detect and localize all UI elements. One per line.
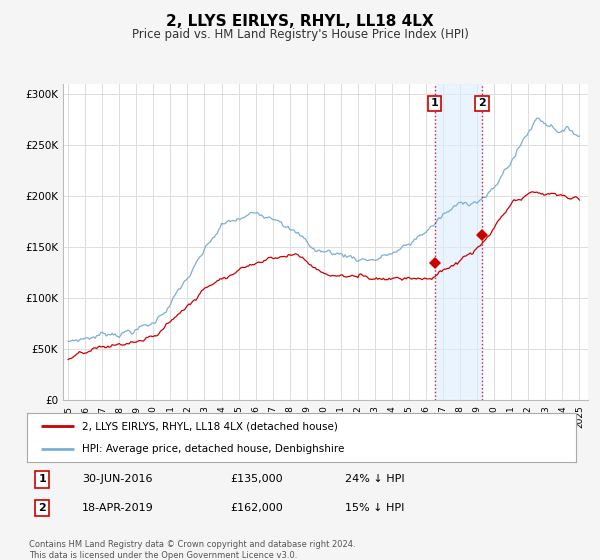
Text: 1: 1 (431, 99, 439, 109)
Text: 2, LLYS EIRLYS, RHYL, LL18 4LX: 2, LLYS EIRLYS, RHYL, LL18 4LX (166, 14, 434, 29)
Text: 2: 2 (38, 503, 46, 512)
Text: This data is licensed under the Open Government Licence v3.0.: This data is licensed under the Open Gov… (29, 551, 297, 560)
Text: Price paid vs. HM Land Registry's House Price Index (HPI): Price paid vs. HM Land Registry's House … (131, 28, 469, 41)
Text: £162,000: £162,000 (230, 503, 283, 512)
Text: 30-JUN-2016: 30-JUN-2016 (82, 474, 152, 484)
Text: HPI: Average price, detached house, Denbighshire: HPI: Average price, detached house, Denb… (82, 444, 344, 454)
Text: 2, LLYS EIRLYS, RHYL, LL18 4LX (detached house): 2, LLYS EIRLYS, RHYL, LL18 4LX (detached… (82, 421, 338, 431)
Text: 1: 1 (38, 474, 46, 484)
Text: 24% ↓ HPI: 24% ↓ HPI (346, 474, 405, 484)
Bar (434, 84, 482, 400)
Text: 2: 2 (478, 99, 486, 109)
Text: 18-APR-2019: 18-APR-2019 (82, 503, 154, 512)
Text: 15% ↓ HPI: 15% ↓ HPI (346, 503, 405, 512)
Text: £135,000: £135,000 (230, 474, 283, 484)
Text: Contains HM Land Registry data © Crown copyright and database right 2024.: Contains HM Land Registry data © Crown c… (29, 540, 355, 549)
